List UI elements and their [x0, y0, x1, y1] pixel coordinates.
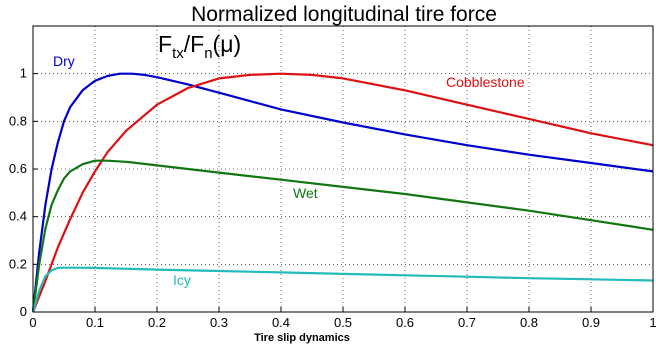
annotation-f2: F	[190, 31, 204, 57]
ratio-annotation: Ftx/Fn(μ)	[158, 31, 241, 62]
x-tick-label: 0.3	[210, 315, 228, 330]
y-tick-label: 0.2	[9, 256, 27, 271]
x-tick-label: 0.1	[86, 315, 104, 330]
x-tick-label: 0.2	[148, 315, 166, 330]
x-tick-label: 0.6	[396, 315, 414, 330]
series-labels: Dry Cobblestone Wet Icy	[53, 53, 525, 288]
series-line-cobblestone	[31, 72, 654, 313]
series-lines	[31, 72, 654, 313]
y-tick-label: 0	[20, 304, 27, 319]
x-tick-label: 0.9	[582, 315, 600, 330]
series-label-icy: Icy	[173, 272, 191, 288]
y-tick-label: 0.8	[9, 113, 27, 128]
annotation-sub2: n	[204, 45, 212, 62]
series-label-cobblestone: Cobblestone	[446, 74, 525, 90]
series-line-wet	[31, 159, 654, 313]
annotation-slash: /	[184, 31, 191, 57]
series-label-dry: Dry	[53, 53, 75, 69]
y-tick-label: 1	[20, 66, 27, 81]
x-tick-label: 0.7	[458, 315, 476, 330]
x-tick-label: 0.5	[334, 315, 352, 330]
series-label-wet: Wet	[293, 185, 318, 201]
chart-title: Normalized longitudinal tire force	[191, 3, 497, 26]
y-axis-ticks: 0 0.2 0.4 0.6 0.8 1	[9, 66, 38, 319]
x-axis-ticks: 0 0.1 0.2 0.3 0.4 0.5 0.6 0.7 0.8 0.9 1	[29, 307, 656, 330]
series-line-dry	[31, 72, 654, 313]
y-tick-label: 0.6	[9, 161, 27, 176]
x-axis-label: Tire slip dynamics	[254, 332, 350, 344]
grid-lines	[33, 26, 653, 312]
x-tick-label: 0.8	[520, 315, 538, 330]
svg-text:Ftx/Fn(μ): Ftx/Fn(μ)	[158, 31, 241, 62]
annotation-f1: F	[158, 31, 172, 57]
x-tick-label: 0.4	[272, 315, 290, 330]
y-tick-label: 0.4	[9, 209, 27, 224]
annotation-sub1: tx	[172, 45, 184, 62]
annotation-mu: (μ)	[213, 31, 242, 57]
x-tick-label: 0	[29, 315, 36, 330]
series-line-icy	[31, 266, 654, 313]
x-tick-label: 1	[649, 315, 656, 330]
